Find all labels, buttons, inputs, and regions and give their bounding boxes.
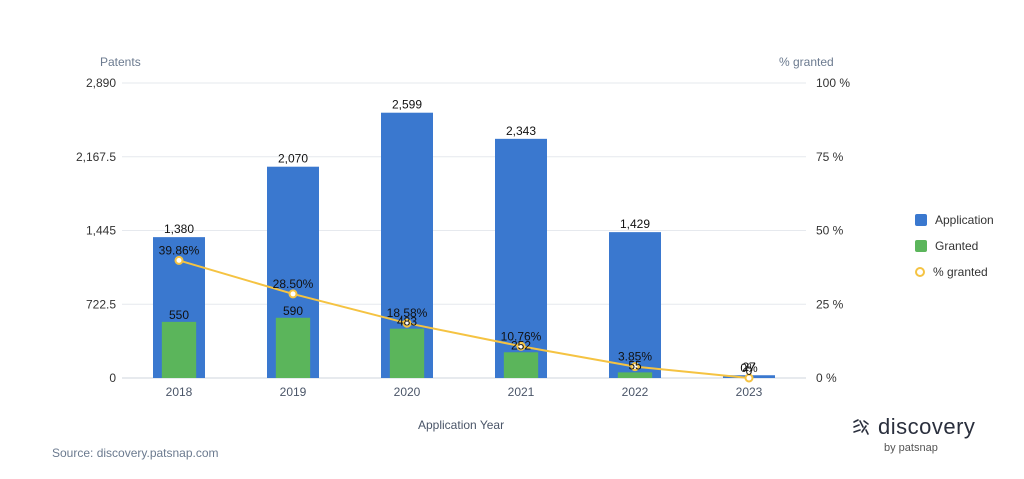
y-tick-label-right: 50 % (816, 224, 844, 238)
legend-label-application: Application (935, 213, 994, 227)
legend-label-percent-granted: % granted (933, 265, 988, 279)
discovery-logo-icon (850, 416, 872, 438)
x-tick-label: 2023 (736, 385, 763, 399)
x-tick-label: 2020 (394, 385, 421, 399)
data-label-percent-granted: 39.86% (159, 243, 200, 257)
data-label-application: 1,429 (620, 217, 650, 231)
data-label-granted: 590 (283, 304, 303, 318)
y-tick-label-right: 25 % (816, 297, 844, 311)
data-label-application: 2,070 (278, 152, 308, 166)
x-tick-label: 2018 (166, 385, 193, 399)
data-label-application: 2,599 (392, 98, 422, 112)
logo-main-text: discovery (878, 414, 975, 440)
y-axis-title-right: % granted (779, 55, 834, 69)
data-label-percent-granted: 28.50% (273, 277, 314, 291)
y-axis-title-left: Patents (100, 55, 141, 69)
line-percent-granted (179, 260, 749, 378)
legend-label-granted: Granted (935, 239, 978, 253)
bar-granted (504, 352, 538, 378)
logo-sub-text: by patsnap (884, 442, 975, 454)
point-percent-granted (290, 290, 297, 297)
data-label-granted: 550 (169, 308, 189, 322)
legend-swatch-granted (915, 240, 927, 252)
discovery-logo: discovery by patsnap (850, 414, 975, 454)
y-tick-label-left: 2,890 (86, 76, 116, 90)
x-axis-title: Application Year (418, 418, 504, 432)
x-tick-label: 2019 (280, 385, 307, 399)
data-label-percent-granted: 10.76% (501, 329, 542, 343)
data-label-application: 1,380 (164, 222, 194, 236)
bar-granted (276, 318, 310, 378)
x-tick-label: 2022 (622, 385, 649, 399)
source-note: Source: discovery.patsnap.com (52, 446, 219, 460)
legend-swatch-percent-granted (915, 267, 925, 277)
bar-granted (618, 372, 652, 378)
legend-swatch-application (915, 214, 927, 226)
point-percent-granted (176, 257, 183, 264)
y-tick-label-left: 2,167.5 (76, 150, 116, 164)
y-tick-label-right: 75 % (816, 150, 844, 164)
legend-item-application[interactable]: Application (915, 212, 994, 228)
legend-item-percent-granted[interactable]: % granted (915, 264, 994, 280)
y-tick-label-left: 722.5 (86, 297, 116, 311)
bar-granted (162, 322, 196, 378)
data-label-percent-granted: 0% (740, 361, 758, 375)
y-tick-label-left: 1,445 (86, 224, 116, 238)
y-tick-label-right: 0 % (816, 371, 837, 385)
data-label-percent-granted: 18.58% (387, 306, 428, 320)
chart-legend: Application Granted % granted (915, 212, 994, 290)
data-label-percent-granted: 3.85% (618, 350, 652, 364)
x-tick-label: 2021 (508, 385, 535, 399)
legend-item-granted[interactable]: Granted (915, 238, 994, 254)
y-tick-label-left: 0 (109, 371, 116, 385)
data-label-application: 2,343 (506, 124, 536, 138)
y-tick-label-right: 100 % (816, 76, 850, 90)
bar-granted (390, 329, 424, 378)
